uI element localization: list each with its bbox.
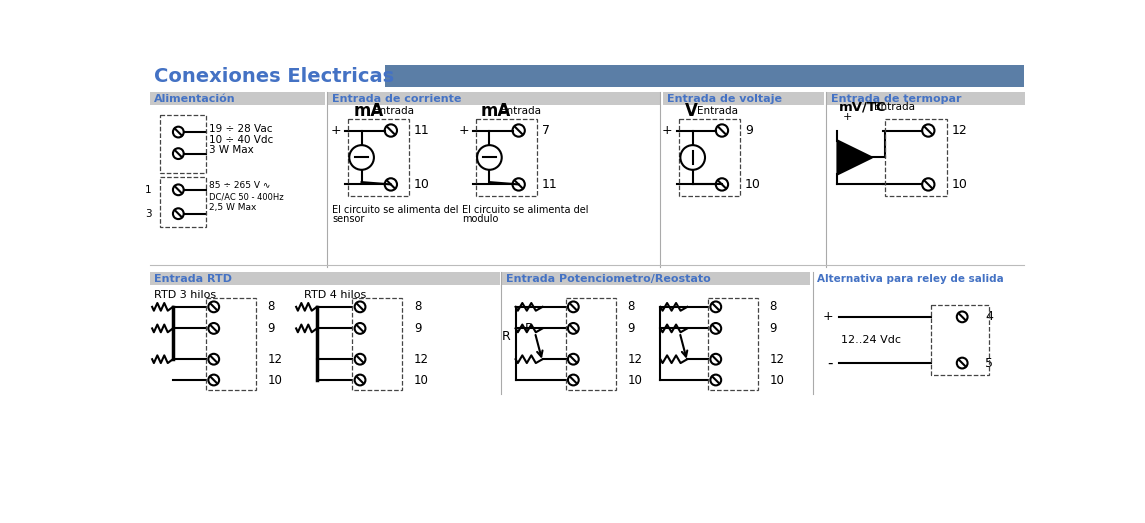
- Text: 10: 10: [627, 373, 642, 386]
- Text: +: +: [459, 124, 469, 137]
- Text: Entrada: Entrada: [373, 106, 414, 116]
- Text: 3 W Max: 3 W Max: [210, 145, 254, 155]
- Text: 2,5 W Max: 2,5 W Max: [210, 203, 256, 212]
- Text: DC/AC 50 - 400Hz: DC/AC 50 - 400Hz: [210, 192, 284, 201]
- Text: Entrada de termopar: Entrada de termopar: [831, 94, 962, 104]
- Text: 19 ÷ 28 Vac: 19 ÷ 28 Vac: [210, 124, 273, 134]
- Text: Entrada RTD: Entrada RTD: [153, 274, 231, 284]
- Text: 9: 9: [268, 322, 275, 335]
- Text: Entrada: Entrada: [874, 103, 915, 112]
- Bar: [348, 119, 409, 196]
- Text: 4: 4: [986, 310, 993, 323]
- Text: 7: 7: [542, 124, 550, 137]
- Bar: [503, 272, 811, 285]
- Text: 12: 12: [268, 353, 283, 366]
- Bar: [353, 298, 402, 390]
- Text: RTD 3 hilos: RTD 3 hilos: [153, 290, 215, 300]
- Text: 12..24 Vdc: 12..24 Vdc: [840, 335, 900, 345]
- Bar: [206, 298, 256, 390]
- Text: 12: 12: [627, 353, 642, 366]
- Text: 5: 5: [986, 357, 994, 370]
- Bar: [931, 305, 989, 374]
- Text: 10: 10: [268, 373, 283, 386]
- Text: 85 ÷ 265 V ∿: 85 ÷ 265 V ∿: [210, 181, 270, 190]
- Text: Entrada: Entrada: [696, 106, 737, 116]
- Text: 9: 9: [627, 322, 634, 335]
- Text: sensor: sensor: [332, 214, 365, 224]
- Text: mA: mA: [354, 101, 384, 119]
- Text: mV/TC: mV/TC: [839, 101, 886, 114]
- Text: 11: 11: [414, 124, 429, 137]
- Text: El circuito se alimenta del: El circuito se alimenta del: [461, 205, 589, 215]
- Text: P: P: [524, 322, 532, 335]
- Text: 9: 9: [745, 124, 753, 137]
- Circle shape: [349, 145, 374, 170]
- Text: 10: 10: [745, 178, 761, 191]
- Bar: [885, 119, 947, 196]
- Text: modulo: modulo: [461, 214, 498, 224]
- Text: 10: 10: [769, 373, 784, 386]
- Text: +: +: [331, 124, 341, 137]
- Text: Entrada: Entrada: [500, 106, 542, 116]
- Text: 9: 9: [769, 322, 777, 335]
- Text: 9: 9: [414, 322, 421, 335]
- Text: 3: 3: [144, 209, 151, 219]
- Bar: [150, 92, 325, 105]
- Text: R: R: [502, 329, 511, 343]
- Bar: [160, 177, 206, 227]
- Bar: [385, 65, 1024, 87]
- Text: 10: 10: [414, 178, 429, 191]
- Bar: [663, 92, 824, 105]
- Text: 12: 12: [414, 353, 429, 366]
- Circle shape: [680, 145, 705, 170]
- Text: Entrada de voltaje: Entrada de voltaje: [666, 94, 782, 104]
- Text: mA: mA: [481, 101, 511, 119]
- Text: 10 ÷ 40 Vdc: 10 ÷ 40 Vdc: [210, 135, 274, 145]
- Text: 8: 8: [414, 300, 421, 313]
- Bar: [708, 298, 758, 390]
- Bar: [566, 298, 616, 390]
- Bar: [679, 119, 741, 196]
- Text: 12: 12: [951, 124, 968, 137]
- Text: +: +: [822, 310, 832, 323]
- Text: 12: 12: [769, 353, 784, 366]
- Text: 1: 1: [144, 185, 151, 195]
- Text: 8: 8: [268, 300, 275, 313]
- Circle shape: [477, 145, 502, 170]
- Text: RTD 4 hilos: RTD 4 hilos: [303, 290, 366, 300]
- Text: V: V: [685, 101, 697, 119]
- Text: +: +: [662, 124, 672, 137]
- Text: 10: 10: [414, 373, 429, 386]
- Bar: [475, 119, 537, 196]
- Text: Conexiones Electricas: Conexiones Electricas: [153, 67, 394, 86]
- Text: 8: 8: [627, 300, 634, 313]
- Bar: [160, 115, 206, 173]
- Polygon shape: [837, 141, 872, 174]
- Bar: [828, 92, 1025, 105]
- Text: Alimentación: Alimentación: [153, 94, 236, 104]
- Text: 8: 8: [769, 300, 777, 313]
- Bar: [150, 272, 500, 285]
- Text: Entrada de corriente: Entrada de corriente: [332, 94, 461, 104]
- Text: 11: 11: [542, 178, 558, 191]
- Text: -: -: [828, 356, 832, 371]
- Bar: [329, 92, 660, 105]
- Text: Alternativa para reley de salida: Alternativa para reley de salida: [818, 274, 1004, 284]
- Text: 10: 10: [951, 178, 968, 191]
- Text: El circuito se alimenta del: El circuito se alimenta del: [332, 205, 459, 215]
- Text: Entrada Potenciometro/Reostato: Entrada Potenciometro/Reostato: [506, 274, 711, 284]
- Text: +: +: [843, 111, 852, 122]
